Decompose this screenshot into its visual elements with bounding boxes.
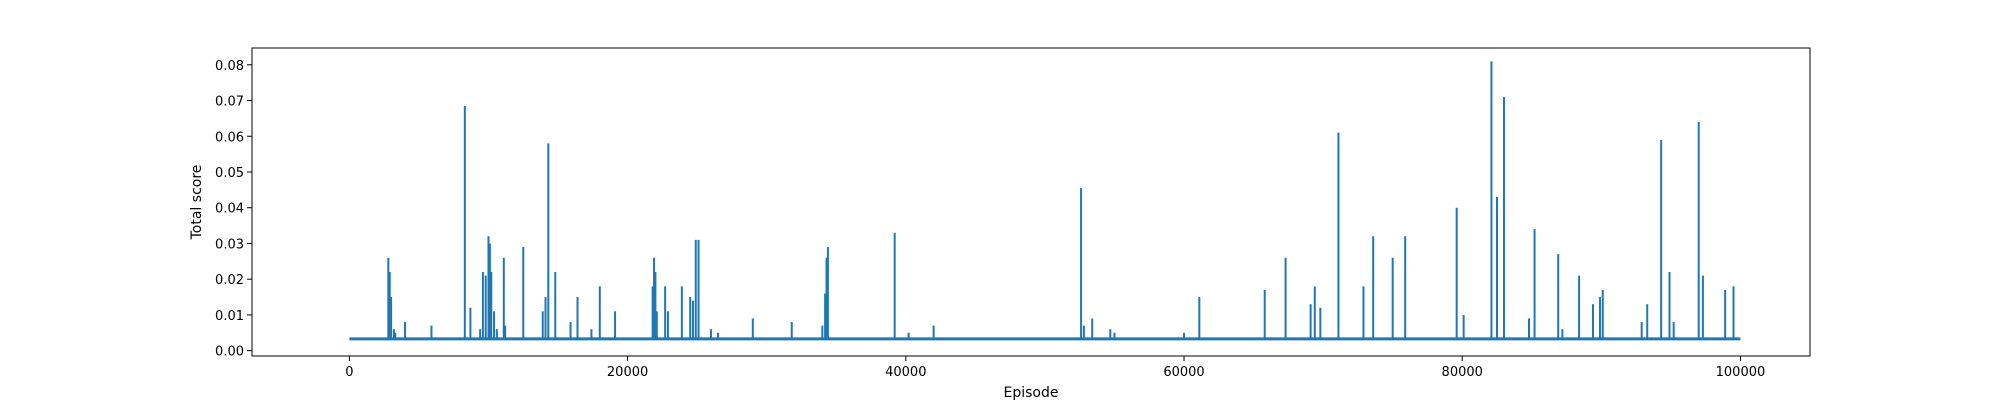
x-axis-ticks: 0 20000 40000 60000 80000 100000 <box>345 356 1765 380</box>
x-axis-label: Episode <box>1004 385 1059 400</box>
y-tick-label: 0.05 <box>215 166 244 181</box>
x-tick-label: 0 <box>345 365 353 380</box>
y-axis-label: Total score <box>189 165 205 241</box>
y-tick-label: 0.07 <box>215 95 244 110</box>
y-tick-label: 0.03 <box>215 237 244 252</box>
x-tick-label: 20000 <box>607 365 648 380</box>
x-tick-label: 60000 <box>1163 365 1204 380</box>
y-tick-label: 0.01 <box>215 309 244 324</box>
y-tick-label: 0.04 <box>215 202 244 217</box>
x-tick-label: 40000 <box>885 365 926 380</box>
plot-frame <box>251 47 1811 357</box>
x-tick-label: 100000 <box>1716 365 1766 380</box>
y-axis-ticks: 0.00 0.01 0.02 0.03 0.04 0.05 0.06 0.07 0.08 <box>215 59 252 360</box>
y-tick-label: 0.08 <box>215 59 244 74</box>
data-series <box>349 61 1741 341</box>
plot-background <box>252 48 1810 356</box>
y-tick-label: 0.00 <box>215 345 244 360</box>
y-tick-label: 0.02 <box>215 273 244 288</box>
y-tick-label: 0.06 <box>215 130 244 145</box>
x-tick-label: 80000 <box>1442 365 1483 380</box>
